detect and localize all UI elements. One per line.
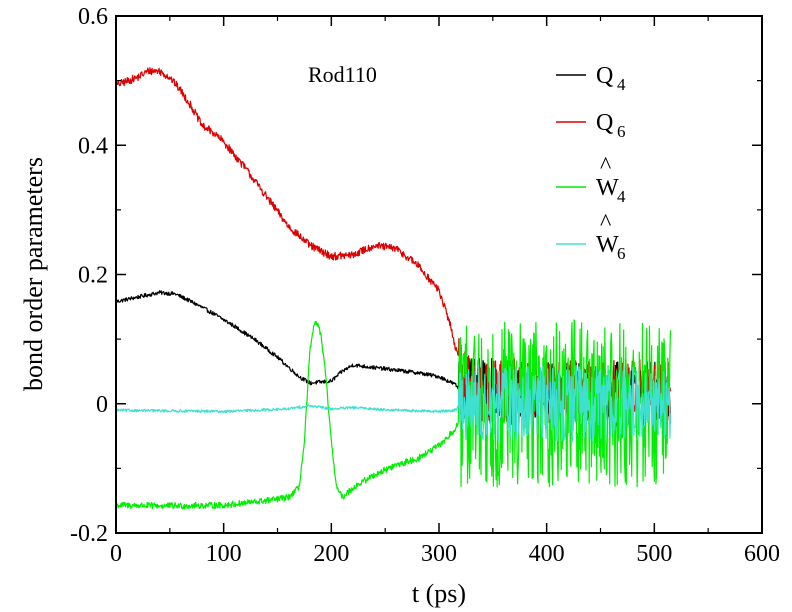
x-tick-label: 100	[206, 541, 242, 567]
x-tick-label: 500	[636, 541, 672, 567]
y-axis-label: bond order parameters	[19, 157, 48, 391]
legend-label-q4: Q	[596, 63, 613, 89]
chart-annotation: Rod110	[308, 62, 377, 87]
legend-label-q6: Q	[596, 110, 613, 136]
series-line-w6	[116, 364, 672, 443]
legend: Q 4Q 6W4^W6^	[556, 63, 626, 263]
series-line-w4	[116, 319, 672, 510]
legend-hat: ^	[600, 153, 611, 179]
y-axis: -0.2 0 0.2 0.4 0.6	[70, 4, 762, 547]
x-axis-label: t (ps)	[412, 579, 466, 608]
x-tick-label: 200	[313, 541, 349, 567]
y-tick-label: 0.4	[78, 133, 108, 159]
y-tick-label: 0.6	[78, 4, 108, 30]
y-tick-label: 0	[96, 392, 108, 418]
legend-label-w4: W	[596, 175, 619, 201]
x-tick-label: 300	[421, 541, 457, 567]
legend-subscript: 4	[617, 75, 626, 94]
x-axis: 0 100 200 300 400 500 600	[110, 16, 780, 567]
y-tick-label: -0.2	[70, 521, 108, 547]
legend-subscript: 4	[617, 187, 626, 206]
legend-label-w6: W	[596, 232, 619, 258]
y-tick-label: 0.2	[78, 263, 108, 289]
legend-subscript: 6	[617, 122, 626, 141]
x-tick-label: 600	[744, 541, 780, 567]
x-tick-label: 0	[110, 541, 122, 567]
legend-hat: ^	[600, 210, 611, 236]
legend-subscript: 6	[617, 244, 626, 263]
x-tick-label: 400	[529, 541, 565, 567]
series-layer	[116, 67, 672, 510]
